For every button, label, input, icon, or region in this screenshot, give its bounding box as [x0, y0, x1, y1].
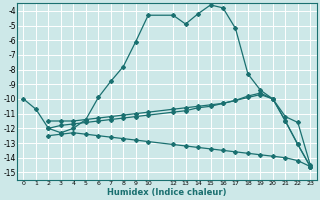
X-axis label: Humidex (Indice chaleur): Humidex (Indice chaleur) — [107, 188, 227, 197]
